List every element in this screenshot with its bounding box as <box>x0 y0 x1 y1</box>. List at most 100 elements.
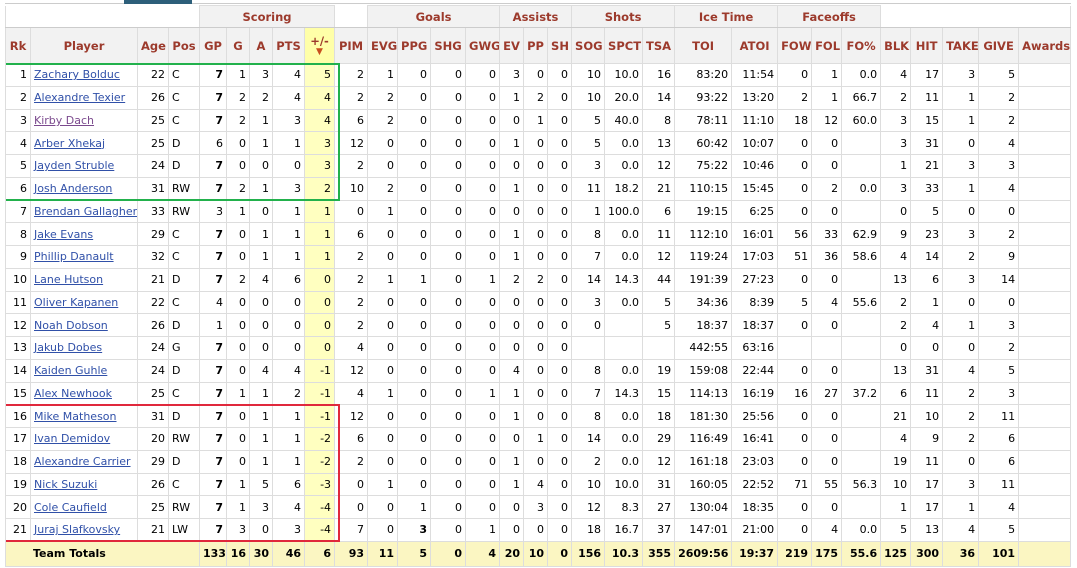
player-link[interactable]: Phillip Danault <box>34 250 114 264</box>
player-link[interactable]: Jake Evans <box>34 227 94 241</box>
cell: 0 <box>430 495 467 519</box>
cell: 22 <box>137 63 169 87</box>
player-link[interactable]: Kirby Dach <box>34 113 95 127</box>
player-link[interactable]: Cole Caufield <box>34 500 107 514</box>
cell: 11 <box>910 85 944 110</box>
player-link[interactable]: Lane Hutson <box>34 273 104 287</box>
column-header[interactable]: GIVE <box>978 27 1020 64</box>
total-cell: 20 <box>499 540 525 567</box>
column-header[interactable]: PP <box>523 27 549 64</box>
highlight-box <box>5 403 340 543</box>
column-header[interactable]: GWG <box>465 27 501 64</box>
player-link[interactable]: Kaiden Guhle <box>34 364 108 378</box>
player-link[interactable]: Noah Dobson <box>34 318 108 332</box>
cell: 18.2 <box>604 176 644 201</box>
column-header[interactable]: SHG <box>430 27 467 64</box>
column-header[interactable]: G <box>226 27 250 64</box>
total-cell: 133 <box>199 540 227 567</box>
player-link[interactable]: Ivan Demidov <box>34 432 111 446</box>
column-header[interactable]: Pos <box>168 27 200 64</box>
cell: Zachary Bolduc <box>30 63 138 87</box>
player-link[interactable]: Juraj Slafkovsky <box>34 523 121 537</box>
player-link[interactable]: Alexandre Texier <box>34 91 126 105</box>
active-tab[interactable] <box>124 0 192 4</box>
cell: 0 <box>547 313 573 337</box>
column-header[interactable]: EV <box>499 27 525 64</box>
cell: 7 <box>199 267 227 292</box>
cell: 6:25 <box>731 199 779 224</box>
cell: 10:46 <box>731 154 779 178</box>
column-header[interactable]: PTS <box>272 27 305 64</box>
column-header[interactable]: Player <box>30 27 138 64</box>
cell <box>1018 290 1072 315</box>
column-label: TSA <box>646 38 672 53</box>
player-link[interactable]: Jakub Dobes <box>34 341 103 355</box>
column-header[interactable]: SOG <box>571 27 606 64</box>
column-label: PP <box>527 38 544 53</box>
player-row: 15 Alex Newhook 25 C 7 1 1 2 -1 4 1 0 0 1 1 0 0 7 14.3 15 11… <box>5 381 1072 406</box>
column-header[interactable]: EVG <box>367 27 399 64</box>
cell: 21 <box>5 518 31 542</box>
column-header[interactable]: SPCT <box>604 27 644 64</box>
column-header[interactable]: ATOI <box>731 27 779 64</box>
column-header[interactable]: FO% <box>841 27 882 64</box>
cell: 2 <box>942 404 980 428</box>
column-header[interactable]: PPG <box>397 27 432 64</box>
cell: 3 <box>942 222 980 246</box>
cell: 0 <box>571 313 606 337</box>
player-link[interactable]: Zachary Bolduc <box>34 68 120 82</box>
column-header[interactable]: HIT <box>910 27 944 64</box>
player-link[interactable]: Oliver Kapanen <box>34 295 119 309</box>
column-header[interactable]: +/- ▼ <box>303 27 336 64</box>
player-link[interactable]: Alexandre Carrier <box>34 455 131 469</box>
column-label: EVG <box>371 38 398 53</box>
column-header[interactable]: Age <box>137 27 169 64</box>
cell: 160:05 <box>674 472 733 497</box>
cell: 0 <box>367 404 399 428</box>
cell: 23:03 <box>731 449 779 474</box>
player-link[interactable]: Mike Matheson <box>34 409 117 423</box>
column-header[interactable]: FOW <box>777 27 813 64</box>
player-link[interactable]: Nick Suzuki <box>34 477 98 491</box>
column-header[interactable]: GP <box>199 27 227 64</box>
cell: 0.0 <box>604 290 644 315</box>
cell: 1 <box>226 199 250 224</box>
cell: 0 <box>465 131 501 155</box>
column-header[interactable]: FOL <box>811 27 843 64</box>
player-link[interactable]: Alex Newhook <box>34 386 112 400</box>
player-row: 9 Phillip Danault 32 C 7 0 1 1 1 2 0 0 0 0 1 0 0 7 0.0 12 11… <box>5 245 1072 269</box>
column-header[interactable]: Awards <box>1018 27 1072 64</box>
column-header[interactable]: PIM <box>334 27 369 64</box>
column-header[interactable]: BLK <box>880 27 912 64</box>
player-link[interactable]: Josh Anderson <box>34 182 113 196</box>
player-link[interactable]: Jayden Struble <box>34 159 115 173</box>
cell: 9 <box>880 222 912 246</box>
column-label: SPCT <box>608 38 642 53</box>
cell: 0 <box>430 381 467 406</box>
column-header[interactable]: TSA <box>642 27 676 64</box>
cell <box>1018 131 1072 155</box>
column-header[interactable]: Rk <box>5 27 31 64</box>
column-header[interactable]: A <box>249 27 273 64</box>
cell: 0 <box>547 267 573 292</box>
cell <box>1018 267 1072 292</box>
cell: 2 <box>272 381 305 406</box>
cell: 14 <box>910 245 944 269</box>
cell: 0 <box>523 131 549 155</box>
cell <box>571 336 606 360</box>
sort-arrow[interactable]: ▼ <box>316 47 323 57</box>
cell: 0 <box>499 495 525 519</box>
cell: 15 <box>5 381 31 406</box>
group-header-row: Scoring Goals Assists Shots Ice Time Faceoffs <box>5 5 1072 28</box>
cell: 0 <box>777 495 813 519</box>
highlight-box <box>5 62 340 201</box>
cell: 19:15 <box>674 199 733 224</box>
cell: 0 <box>547 85 573 110</box>
player-link[interactable]: Brendan Gallagher <box>34 204 138 218</box>
column-header[interactable]: SH <box>547 27 573 64</box>
cell: 16.7 <box>604 518 644 542</box>
player-link[interactable]: Arber Xhekaj <box>34 136 106 150</box>
column-header[interactable]: TAKE <box>942 27 980 64</box>
column-header[interactable]: TOI <box>674 27 733 64</box>
cell <box>1018 472 1072 497</box>
